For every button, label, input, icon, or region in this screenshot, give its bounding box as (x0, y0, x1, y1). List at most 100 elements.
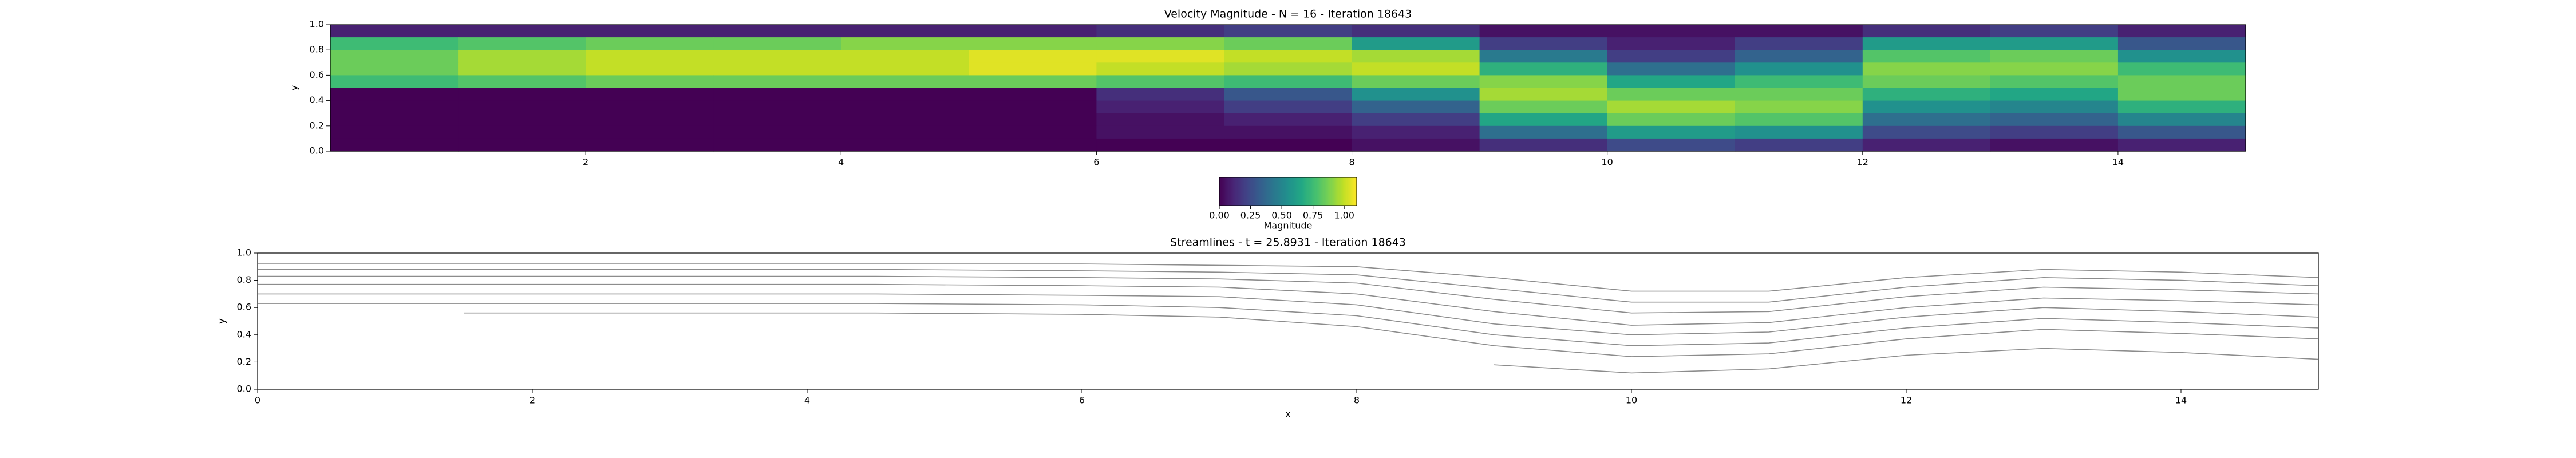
colorbar-swatch (1290, 177, 1292, 206)
colorbar-swatch (1333, 177, 1334, 206)
heatmap-cell (841, 88, 969, 101)
chart-title: Streamlines - t = 25.8931 - Iteration 18… (1170, 236, 1406, 249)
heatmap-cell (2117, 138, 2246, 152)
colorbar-swatch (1311, 177, 1313, 206)
colorbar-tick-label: 0.25 (1240, 210, 1261, 221)
heatmap-cell (969, 100, 1097, 114)
colorbar-swatch (1227, 177, 1229, 206)
streamline (258, 303, 2319, 346)
heatmap-cell (1224, 75, 1353, 89)
plot-frame (330, 24, 2246, 152)
colorbar-swatch (1269, 177, 1270, 206)
heatmap-cell (1479, 25, 1608, 38)
colorbar-swatch (1298, 177, 1300, 206)
heatmap-cell (2117, 50, 2246, 63)
colorbar-swatch (1254, 177, 1255, 206)
heatmap-cell (330, 75, 459, 89)
heatmap-cell (969, 75, 1097, 89)
heatmap-cell (1479, 100, 1608, 114)
heatmap-cell (2117, 100, 2246, 114)
colorbar-swatch (1274, 177, 1276, 206)
heatmap-cell (969, 113, 1097, 127)
heatmap-cell (330, 88, 459, 101)
colorbar-swatch (1295, 177, 1297, 206)
heatmap-cell (1479, 37, 1608, 50)
heatmap-cell (1607, 62, 1736, 76)
heatmap-cell (1479, 62, 1608, 76)
colorbar-swatch (1350, 177, 1352, 206)
x-tick-label: 14 (2175, 395, 2187, 406)
colorbar-swatch (1231, 177, 1232, 206)
heatmap-cell (1096, 113, 1225, 127)
colorbar-swatch (1233, 177, 1235, 206)
x-tick-label: 10 (1601, 157, 1613, 168)
colorbar-swatch (1285, 177, 1286, 206)
colorbar-swatch (1327, 177, 1329, 206)
heatmap-cell (969, 25, 1097, 38)
streamline (464, 312, 2319, 357)
colorbar-swatch (1309, 177, 1310, 206)
heatmap-cell (713, 50, 841, 63)
y-tick-label: 1.0 (237, 247, 251, 258)
heatmap-cell (458, 125, 586, 139)
heatmap-cell (1607, 100, 1736, 114)
colorbar-swatch (1312, 177, 1314, 206)
heatmap-cell (330, 25, 459, 38)
heatmap-cell (2117, 62, 2246, 76)
colorbar-swatch (1345, 177, 1347, 206)
heatmap-cell (1990, 113, 2119, 127)
colorbar-swatch (1239, 177, 1240, 206)
heatmap-cell (713, 75, 841, 89)
heatmap-cell (586, 37, 714, 50)
heatmap-cell (458, 50, 586, 63)
colorbar-swatch (1336, 177, 1338, 206)
x-tick-label: 8 (1349, 157, 1354, 168)
heatmap-cell (1479, 50, 1608, 63)
heatmap-cell (586, 50, 714, 63)
heatmap-cell (2117, 37, 2246, 50)
colorbar-swatch (1223, 177, 1224, 206)
colorbar-swatch (1278, 177, 1279, 206)
colorbar-swatch (1334, 177, 1336, 206)
heatmap-cell (1735, 37, 1863, 50)
colorbar-swatch (1315, 177, 1317, 206)
heatmap-cell (841, 125, 969, 139)
y-tick-label: 1.0 (310, 19, 324, 30)
heatmap-cell (1862, 113, 1991, 127)
colorbar-swatch (1352, 177, 1354, 206)
colorbar-swatch (1318, 177, 1319, 206)
colorbar-swatch (1226, 177, 1228, 206)
colorbar-swatch (1263, 177, 1265, 206)
heatmap-cell (841, 100, 969, 114)
colorbar-swatch (1296, 177, 1298, 206)
x-tick-label: 6 (1079, 395, 1085, 406)
heatmap-cell (969, 62, 1097, 76)
heatmap-cell (1607, 113, 1736, 127)
colorbar-tick-label: 0.50 (1271, 210, 1292, 221)
heatmap-cell (1224, 88, 1353, 101)
colorbar-swatch (1247, 177, 1249, 206)
heatmap-cell (1990, 50, 2119, 63)
colorbar-swatch (1232, 177, 1234, 206)
heatmap-cell (1862, 75, 1991, 89)
heatmap-cell (1990, 37, 2119, 50)
heatmap-cell (841, 113, 969, 127)
heatmap-cell (1607, 50, 1736, 63)
heatmap-cell (1990, 138, 2119, 152)
heatmap-cell (1479, 113, 1608, 127)
heatmap-cell (1479, 138, 1608, 152)
colorbar-swatch (1325, 177, 1326, 206)
colorbar-swatch (1332, 177, 1333, 206)
y-tick-label: 0.2 (310, 120, 324, 131)
colorbar-swatch (1317, 177, 1318, 206)
streamline (258, 275, 2319, 314)
colorbar-swatch (1236, 177, 1238, 206)
colorbar-swatch (1341, 177, 1342, 206)
colorbar-swatch (1338, 177, 1340, 206)
heatmap-cell (713, 62, 841, 76)
colorbar-swatch (1281, 177, 1283, 206)
heatmap-cell (1862, 37, 1991, 50)
heatmap-cell (1352, 100, 1480, 114)
heatmap-cell (1352, 88, 1480, 101)
